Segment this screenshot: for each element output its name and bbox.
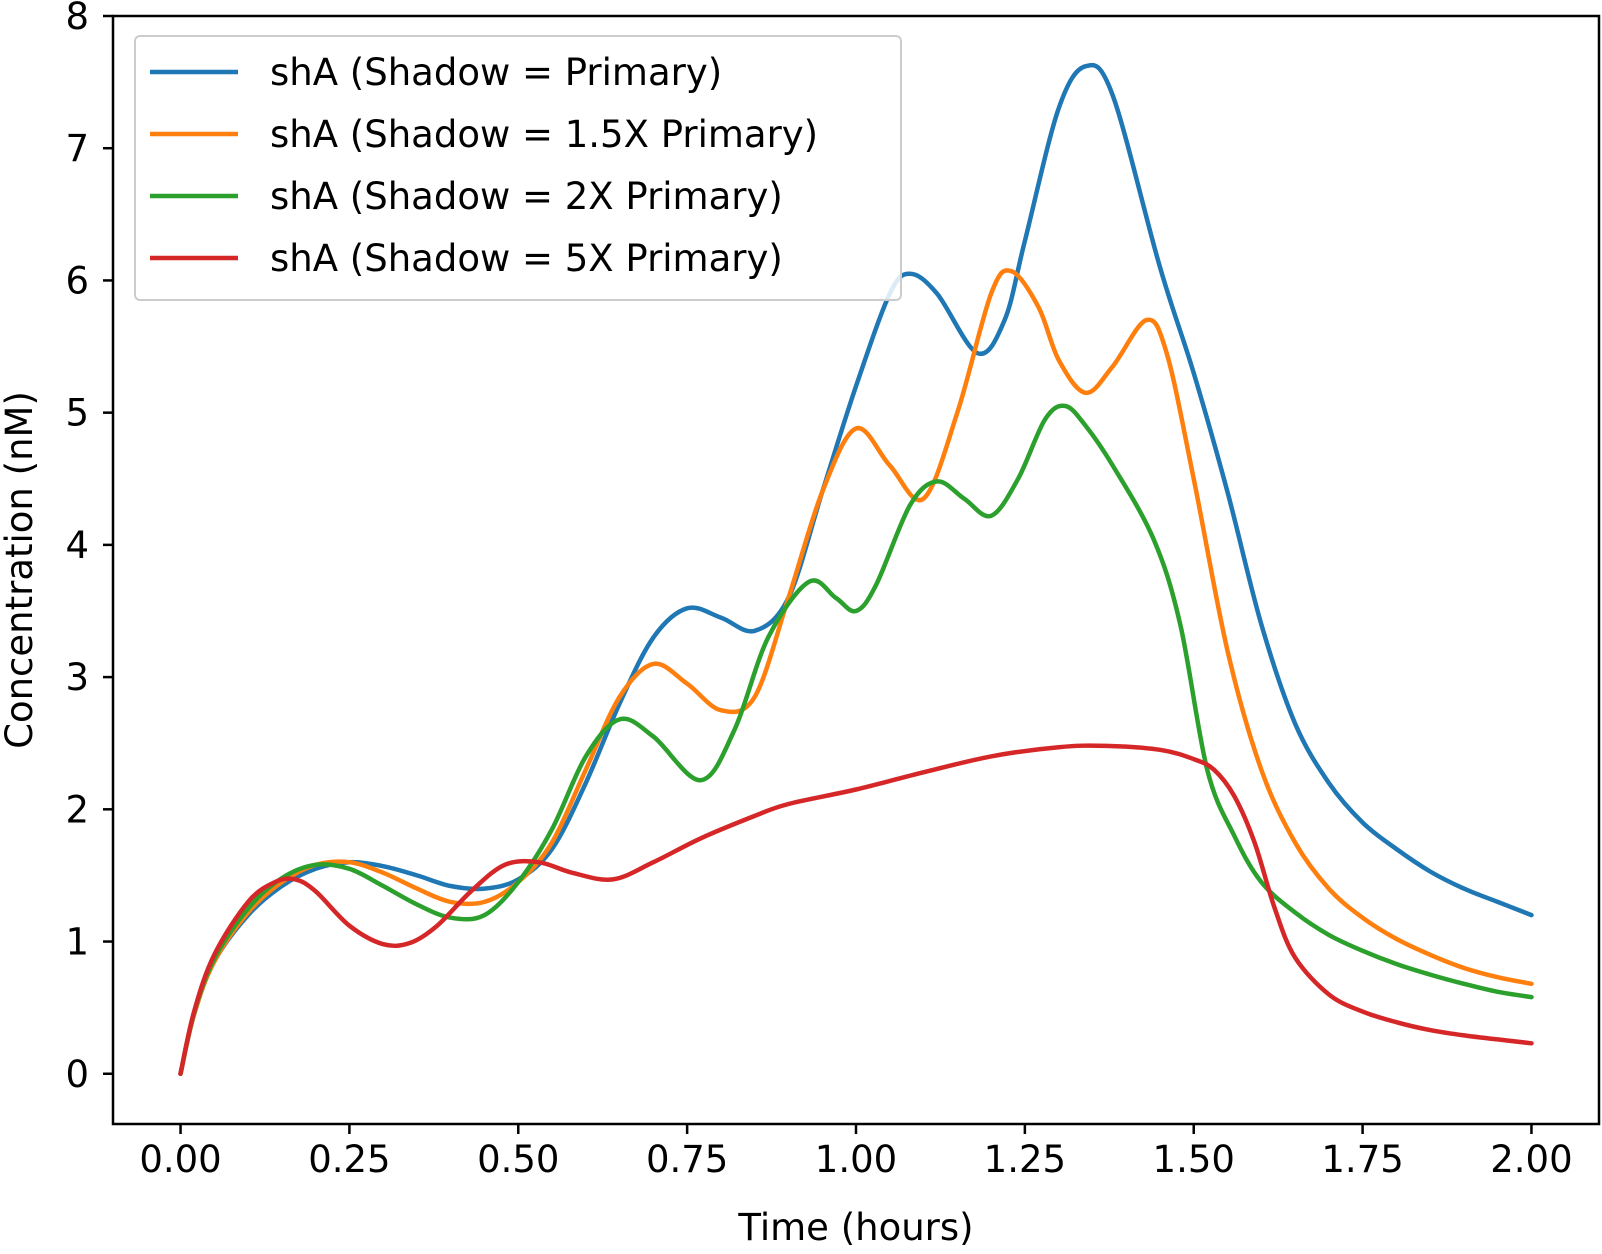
y-tick-label: 4 (65, 524, 89, 567)
x-tick-label: 2.00 (1490, 1138, 1572, 1181)
y-tick-label: 7 (65, 127, 89, 170)
y-tick-label: 0 (65, 1053, 89, 1096)
series-line-1 (178, 268, 1534, 1077)
x-tick-label: 0.50 (477, 1138, 559, 1181)
y-axis-label: Concentration (nM) (0, 391, 41, 749)
x-tick-label: 0.00 (139, 1138, 221, 1181)
x-tick-label: 1.75 (1321, 1138, 1403, 1181)
x-tick-label: 1.50 (1153, 1138, 1235, 1181)
legend-label-0: shA (Shadow = Primary) (270, 51, 722, 94)
legend-label-1: shA (Shadow = 1.5X Primary) (270, 113, 818, 156)
y-tick-label: 6 (65, 259, 89, 302)
legend-label-3: shA (Shadow = 5X Primary) (270, 237, 783, 280)
legend-frame (134, 35, 902, 301)
y-axis: 0 1 2 3 4 5 6 7 8 (65, 0, 113, 1096)
x-tick-label: 1.00 (815, 1138, 897, 1181)
x-axis: 0.00 0.25 0.50 0.75 1.00 1.25 1.50 1.75 2.00 (139, 1124, 1573, 1181)
x-tick-label: 1.25 (984, 1138, 1066, 1181)
legend-label-2: shA (Shadow = 2X Primary) (270, 175, 783, 218)
y-tick-label: 5 (65, 392, 89, 435)
series-line-3 (178, 743, 1534, 1077)
y-tick-label: 1 (65, 921, 89, 964)
x-tick-label: 0.25 (308, 1138, 390, 1181)
x-axis-label: Time (hours) (737, 1206, 973, 1249)
y-tick-label: 8 (65, 0, 89, 38)
x-tick-label: 0.75 (646, 1138, 728, 1181)
legend: shA (Shadow = Primary) shA (Shadow = 1.5X… (134, 35, 902, 301)
y-tick-label: 3 (65, 656, 89, 699)
y-tick-label: 2 (65, 788, 89, 831)
